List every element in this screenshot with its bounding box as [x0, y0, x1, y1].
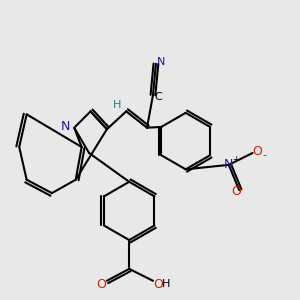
Text: H: H: [113, 100, 122, 110]
Text: N: N: [224, 158, 233, 171]
Text: O: O: [231, 185, 241, 198]
Text: N: N: [157, 57, 166, 67]
Text: O: O: [153, 278, 163, 291]
Text: N: N: [61, 120, 70, 133]
Text: C: C: [154, 92, 162, 101]
Text: H: H: [162, 279, 170, 289]
Text: +: +: [232, 155, 239, 164]
Text: O: O: [252, 145, 262, 158]
Text: -: -: [262, 150, 266, 160]
Text: O: O: [96, 278, 106, 291]
